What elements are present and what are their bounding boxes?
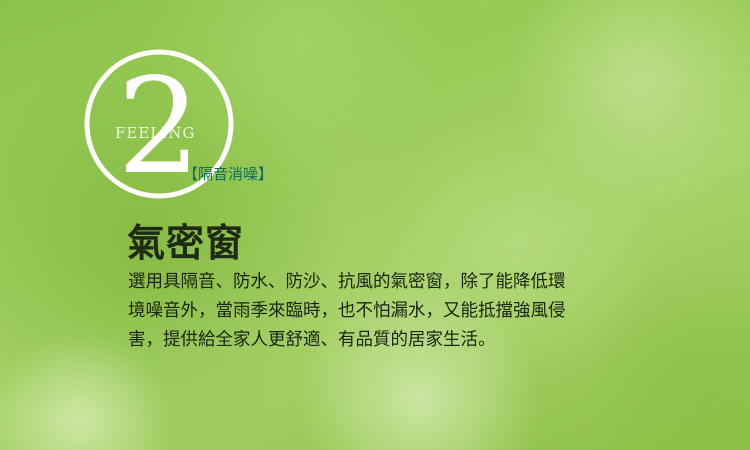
category-tag: 【隔音消噪】 — [183, 165, 274, 183]
badge-ring-icon: 2 — [84, 49, 234, 200]
page-title: 氣密窗 — [127, 221, 245, 265]
badge-number: 2 — [117, 50, 201, 200]
number-badge: 2 — [83, 48, 235, 200]
badge-word: FEELING — [115, 124, 196, 142]
description-text: 選用具隔音、防水、防沙、抗風的氣密窗，除了能降低環境噪音外，當雨季來臨時，也不怕… — [128, 272, 566, 350]
